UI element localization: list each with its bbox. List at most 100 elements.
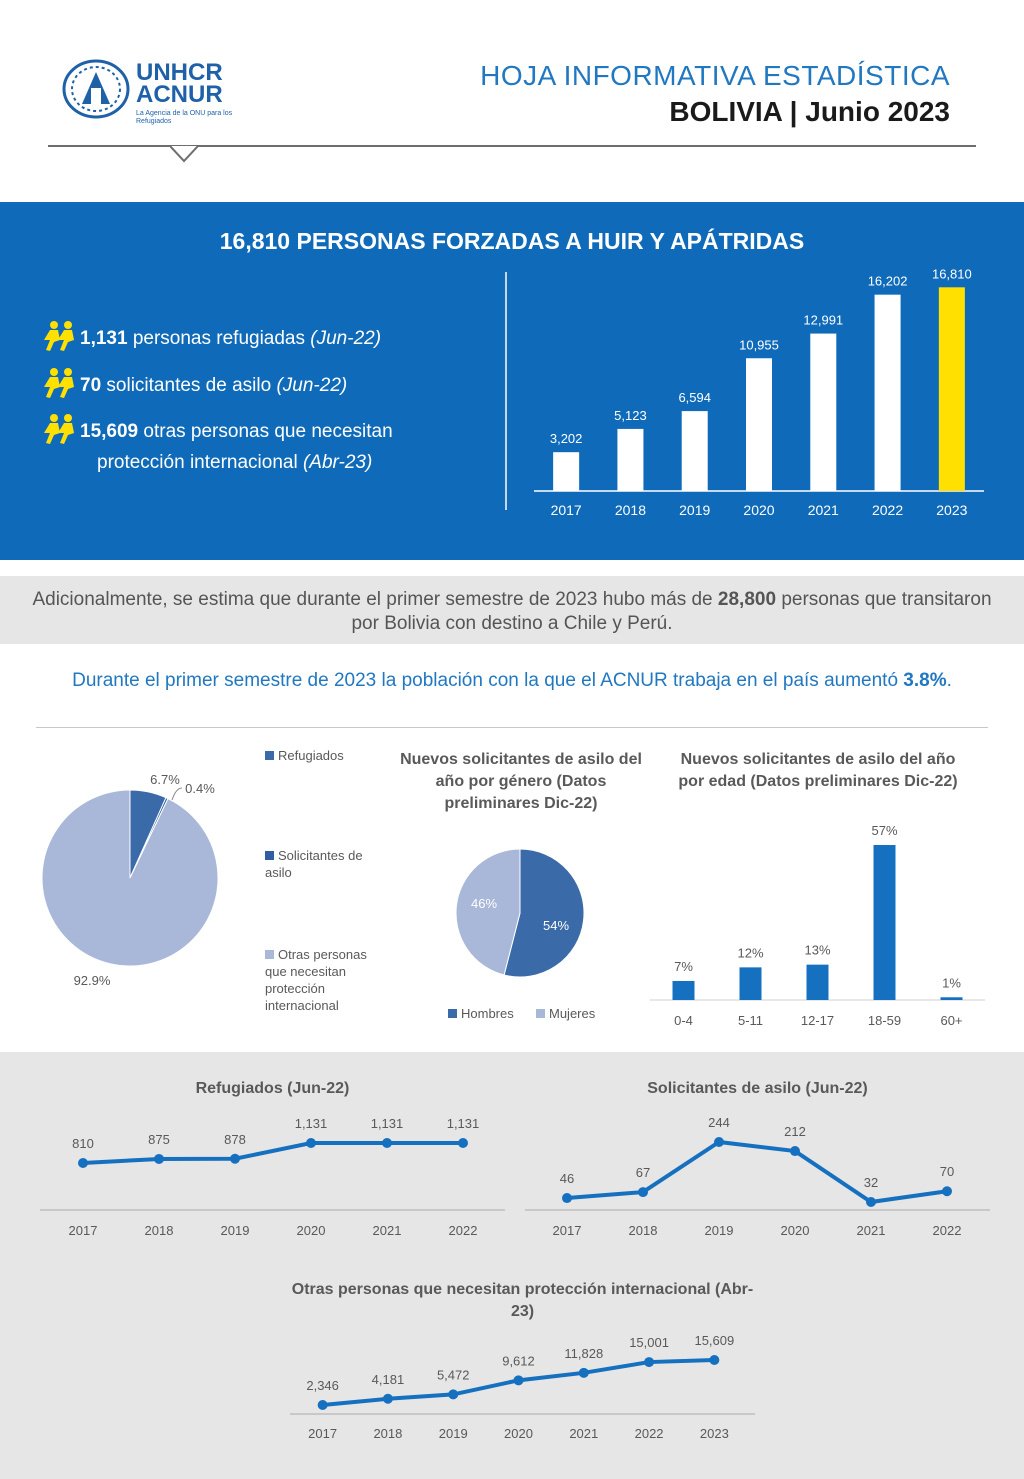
tick-label: 2021 xyxy=(808,502,839,518)
data-point xyxy=(230,1153,240,1164)
data-label: 46% xyxy=(471,896,497,911)
logo-tagline: La Agencia de la ONU para los Refugiados xyxy=(136,110,233,125)
legend-swatch xyxy=(536,1009,545,1018)
others-line-chart: 2,346 2017 4,181 2018 5,472 2019 9,612 2020 11,8… xyxy=(290,1333,755,1441)
data-label: 15,609 xyxy=(694,1333,734,1348)
tick-label: 2022 xyxy=(933,1223,962,1238)
data-label: 1,131 xyxy=(295,1116,328,1131)
tick-label: 2020 xyxy=(781,1223,810,1238)
data-point xyxy=(578,1367,589,1378)
legend-others: Otras personas que necesitan protección … xyxy=(265,947,367,1013)
data-label: 1,131 xyxy=(371,1116,404,1131)
data-point xyxy=(709,1355,720,1365)
data-label: 57% xyxy=(871,823,897,838)
tick-label: 12-17 xyxy=(801,1013,834,1028)
running-people-icon xyxy=(40,320,80,358)
bar xyxy=(672,980,695,1000)
data-label: 878 xyxy=(224,1132,246,1147)
tick-label: 18-59 xyxy=(868,1013,901,1028)
gender-pie-chart: 54% 46% xyxy=(455,848,585,978)
tick-label: 2019 xyxy=(221,1223,250,1238)
data-label: 13% xyxy=(804,943,830,958)
tick-label: 2022 xyxy=(449,1223,478,1238)
summary-banner xyxy=(0,202,1024,560)
asylum-line-chart: 46 2017 67 2018 244 2019 212 2020 32 2021 70 2022 xyxy=(525,1115,990,1238)
age-bar-chart: 7% 0-4 12% 5-11 13% 12-17 57% 18-59 1% 60+ xyxy=(650,823,985,1028)
unhcr-logo: UNHCR ACNUR La Agencia de la ONU para lo… xyxy=(60,58,250,130)
stat-refugees: 1,131 personas refugiadas (Jun-22) xyxy=(40,320,381,358)
data-point xyxy=(790,1146,800,1157)
data-label: 9,612 xyxy=(502,1353,535,1368)
age-chart-title: Nuevos solicitantes de asilo del año por… xyxy=(678,751,958,790)
tick-label: 2020 xyxy=(297,1223,326,1238)
refugees-line-chart: 810 2017 875 2018 878 2019 1,131 2020 1,131 2021 1… xyxy=(40,1116,505,1238)
data-label: 92.9% xyxy=(74,973,111,988)
laurel-logo-icon xyxy=(62,59,130,119)
data-label: 7% xyxy=(674,959,693,974)
running-people-icon xyxy=(40,413,80,451)
data-label: 1,131 xyxy=(447,1116,480,1131)
data-label: 67 xyxy=(636,1165,650,1180)
data-point xyxy=(317,1400,328,1410)
trends-section xyxy=(0,1052,1024,1479)
data-point xyxy=(942,1186,952,1197)
bar xyxy=(940,997,963,1000)
data-label: 2,346 xyxy=(306,1378,339,1393)
tick-label: 2018 xyxy=(145,1223,174,1238)
bar xyxy=(938,287,965,491)
data-label: 10,955 xyxy=(739,337,779,352)
data-point xyxy=(154,1153,164,1164)
bar xyxy=(806,964,829,1000)
data-label: 212 xyxy=(784,1124,806,1139)
tick-label: 2018 xyxy=(373,1426,402,1441)
tick-label: 2017 xyxy=(308,1426,337,1441)
data-label: 5,123 xyxy=(614,408,647,423)
tick-label: 2018 xyxy=(615,502,646,518)
data-point xyxy=(448,1389,459,1400)
total-bar-chart: 3,202 2017 5,123 2018 6,594 2019 10,955 2020 12,… xyxy=(534,266,984,518)
tick-label: 2017 xyxy=(69,1223,98,1238)
data-point xyxy=(513,1375,524,1386)
data-label: 6,594 xyxy=(678,390,711,405)
data-label: 875 xyxy=(148,1132,170,1147)
data-label: 12,991 xyxy=(803,313,843,328)
series-line xyxy=(82,1141,463,1165)
stat-asylum-seekers: 70 solicitantes de asilo (Jun-22) xyxy=(40,367,347,405)
pie-slice xyxy=(455,848,521,976)
asylum-chart-title: Solicitantes de asilo (Jun-22) xyxy=(647,1080,868,1097)
running-people-icon xyxy=(40,367,80,405)
bar xyxy=(810,333,837,491)
data-label: 6.7% xyxy=(150,772,180,787)
bar xyxy=(553,452,580,491)
data-label: 3,202 xyxy=(550,431,583,446)
tick-label: 5-11 xyxy=(738,1013,763,1028)
stat-other-persons: 15,609 otras personas que necesitan xyxy=(40,413,393,451)
tick-label: 2017 xyxy=(553,1223,582,1238)
tick-label: 2021 xyxy=(373,1223,402,1238)
legend-asylum: Solicitantes de asilo xyxy=(265,848,363,880)
data-label: 5,472 xyxy=(437,1367,470,1382)
data-point xyxy=(306,1138,316,1148)
tick-label: 2023 xyxy=(700,1426,729,1441)
bar xyxy=(874,294,901,491)
leader-line xyxy=(171,787,183,801)
data-label: 16,202 xyxy=(868,274,908,289)
data-point xyxy=(638,1187,648,1198)
pie-slice xyxy=(41,789,219,967)
bar xyxy=(873,845,896,1000)
legend-swatch xyxy=(265,751,274,760)
tick-label: 2022 xyxy=(635,1426,664,1441)
bar xyxy=(617,428,644,491)
tick-label: 2020 xyxy=(504,1426,533,1441)
data-point xyxy=(644,1357,655,1368)
data-label: 54% xyxy=(543,918,569,933)
bar xyxy=(746,358,772,491)
stat-other-persons-line2: protección internacional (Abr-23) xyxy=(97,452,373,473)
logo-wordmark: UNHCR ACNUR xyxy=(136,59,223,108)
growth-note: Durante el primer semestre de 2023 la po… xyxy=(72,670,952,691)
tick-label: 60+ xyxy=(940,1013,962,1028)
data-point xyxy=(458,1138,468,1148)
data-label: 244 xyxy=(708,1115,730,1130)
header-divider xyxy=(48,145,976,147)
page-title-line2: BOLIVIA | Junio 2023 xyxy=(669,96,950,127)
